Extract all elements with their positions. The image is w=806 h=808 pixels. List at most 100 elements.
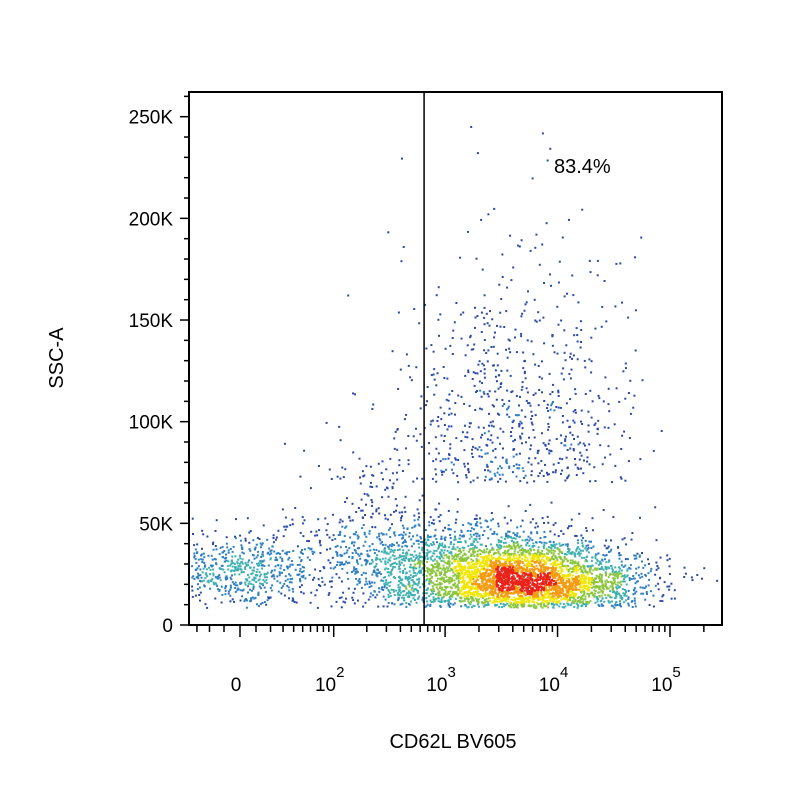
event-dot bbox=[430, 420, 433, 423]
event-dot bbox=[497, 539, 500, 542]
event-dot bbox=[426, 400, 428, 403]
event-dot bbox=[238, 562, 241, 565]
event-dot bbox=[302, 592, 305, 595]
event-dot bbox=[543, 522, 545, 524]
event-dot bbox=[258, 564, 261, 567]
event-dot bbox=[338, 521, 341, 524]
event-dot bbox=[521, 604, 524, 607]
event-dot bbox=[460, 605, 463, 608]
event-dot bbox=[424, 605, 427, 608]
event-dot bbox=[235, 518, 237, 521]
event-dot bbox=[534, 246, 537, 249]
event-dot bbox=[456, 546, 459, 549]
event-dot bbox=[431, 522, 433, 525]
event-dot bbox=[491, 591, 494, 594]
event-dot bbox=[475, 561, 478, 564]
event-dot bbox=[357, 537, 360, 540]
event-dot bbox=[373, 590, 376, 593]
event-dot bbox=[435, 574, 438, 577]
event-dot bbox=[243, 600, 246, 603]
event-dot bbox=[247, 585, 249, 588]
event-dot bbox=[433, 535, 436, 538]
event-dot bbox=[345, 597, 348, 600]
event-dot bbox=[316, 534, 319, 537]
event-dot bbox=[482, 596, 484, 599]
event-dot bbox=[258, 605, 260, 608]
event-dot bbox=[515, 534, 518, 537]
event-dot bbox=[483, 432, 486, 435]
event-dot bbox=[489, 572, 492, 575]
event-dot bbox=[196, 543, 199, 546]
event-dot bbox=[526, 566, 529, 569]
event-dot bbox=[622, 565, 625, 568]
event-dot bbox=[396, 448, 399, 451]
event-dot bbox=[437, 318, 440, 321]
event-dot bbox=[469, 576, 471, 579]
event-dot bbox=[558, 593, 560, 596]
event-dot bbox=[196, 588, 199, 591]
event-dot bbox=[420, 569, 422, 572]
event-dot bbox=[556, 589, 559, 592]
event-dot bbox=[432, 350, 435, 353]
event-dot bbox=[447, 580, 450, 583]
event-dot bbox=[234, 587, 237, 589]
event-dot bbox=[362, 592, 365, 595]
event-dot bbox=[656, 565, 659, 567]
event-dot bbox=[484, 595, 487, 598]
event-dot bbox=[415, 567, 418, 570]
event-dot bbox=[447, 590, 450, 593]
event-dot bbox=[486, 593, 489, 596]
event-dot bbox=[368, 530, 371, 533]
event-dot bbox=[490, 477, 493, 480]
event-dot bbox=[461, 575, 464, 578]
event-dot bbox=[325, 421, 328, 424]
event-dot bbox=[475, 572, 478, 575]
event-dot bbox=[463, 584, 466, 586]
event-dot bbox=[521, 381, 524, 384]
event-dot bbox=[572, 587, 575, 590]
event-dot bbox=[427, 551, 430, 554]
event-dot bbox=[266, 571, 269, 574]
event-dot bbox=[601, 597, 604, 600]
event-dot bbox=[404, 544, 407, 547]
event-dot bbox=[312, 578, 314, 581]
event-dot bbox=[513, 550, 516, 553]
event-dot bbox=[268, 547, 271, 550]
event-dot bbox=[484, 452, 487, 455]
event-dot bbox=[342, 476, 345, 479]
event-dot bbox=[394, 534, 397, 537]
event-dot bbox=[294, 568, 297, 571]
event-dot bbox=[426, 534, 429, 537]
event-dot bbox=[605, 596, 608, 599]
event-dot bbox=[300, 559, 303, 561]
event-dot bbox=[574, 585, 577, 587]
event-dot bbox=[433, 566, 436, 569]
event-dot bbox=[474, 545, 477, 548]
event-dot bbox=[463, 574, 466, 576]
event-dot bbox=[528, 539, 531, 542]
event-dot bbox=[633, 557, 636, 560]
event-dot bbox=[479, 573, 482, 575]
event-dot bbox=[630, 578, 633, 580]
event-dot bbox=[559, 587, 562, 590]
event-dot bbox=[407, 558, 410, 561]
event-dot bbox=[429, 550, 432, 553]
event-dot bbox=[353, 544, 355, 547]
event-dot bbox=[568, 550, 571, 552]
event-dot bbox=[435, 473, 438, 476]
event-dot bbox=[563, 351, 566, 354]
event-dot bbox=[571, 591, 574, 594]
event-dot bbox=[575, 580, 578, 583]
event-dot bbox=[274, 559, 277, 561]
event-dot bbox=[472, 445, 475, 448]
event-dot bbox=[526, 559, 529, 562]
event-dot bbox=[446, 428, 449, 431]
event-dot bbox=[605, 572, 608, 575]
event-dot bbox=[470, 553, 473, 556]
event-dot bbox=[401, 470, 404, 472]
event-dot bbox=[637, 566, 640, 569]
event-dot bbox=[422, 562, 425, 565]
event-dot bbox=[478, 455, 481, 458]
event-dot bbox=[377, 568, 379, 571]
event-dot bbox=[426, 386, 429, 388]
